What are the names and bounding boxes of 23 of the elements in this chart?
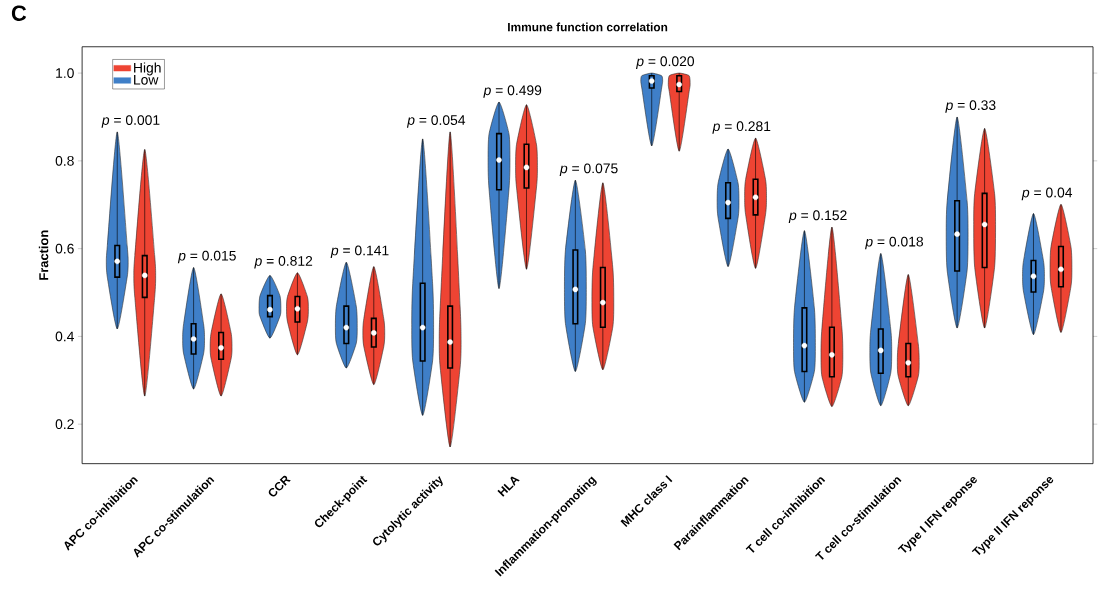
annotation: p = 0.001 — [101, 115, 160, 128]
annotation: p = 0.020 — [635, 56, 695, 69]
y-tick-label: 0.8 — [55, 155, 74, 166]
y-tick-label: 0.4 — [55, 331, 74, 342]
annotation: p = 0.499 — [483, 85, 542, 98]
y-tick-label: 0.6 — [55, 243, 74, 254]
annotation: p = 0.018 — [865, 236, 924, 250]
text: C — [11, 5, 27, 21]
chart-title: Immune function correlation — [508, 22, 668, 32]
annotation: p = 0.141 — [330, 245, 389, 259]
annotation: p = 0.812 — [254, 256, 313, 269]
y-tick-label: 1.0 — [56, 68, 74, 79]
annotation: p = 0.015 — [177, 250, 236, 264]
legend-label: High — [134, 62, 161, 76]
annotation: p = 0.152 — [788, 210, 847, 223]
annotation: p = 0.281 — [712, 121, 771, 134]
y-tick-label: 0.2 — [55, 419, 74, 430]
annotation: p = 0.075 — [559, 163, 618, 176]
legend-label: Low — [134, 74, 159, 85]
annotation: p = 0.054 — [406, 115, 466, 128]
y-axis-title: Fraction — [38, 230, 49, 280]
annotation: p = 0.04 — [1021, 187, 1073, 201]
annotation: p = 0.33 — [945, 100, 996, 113]
